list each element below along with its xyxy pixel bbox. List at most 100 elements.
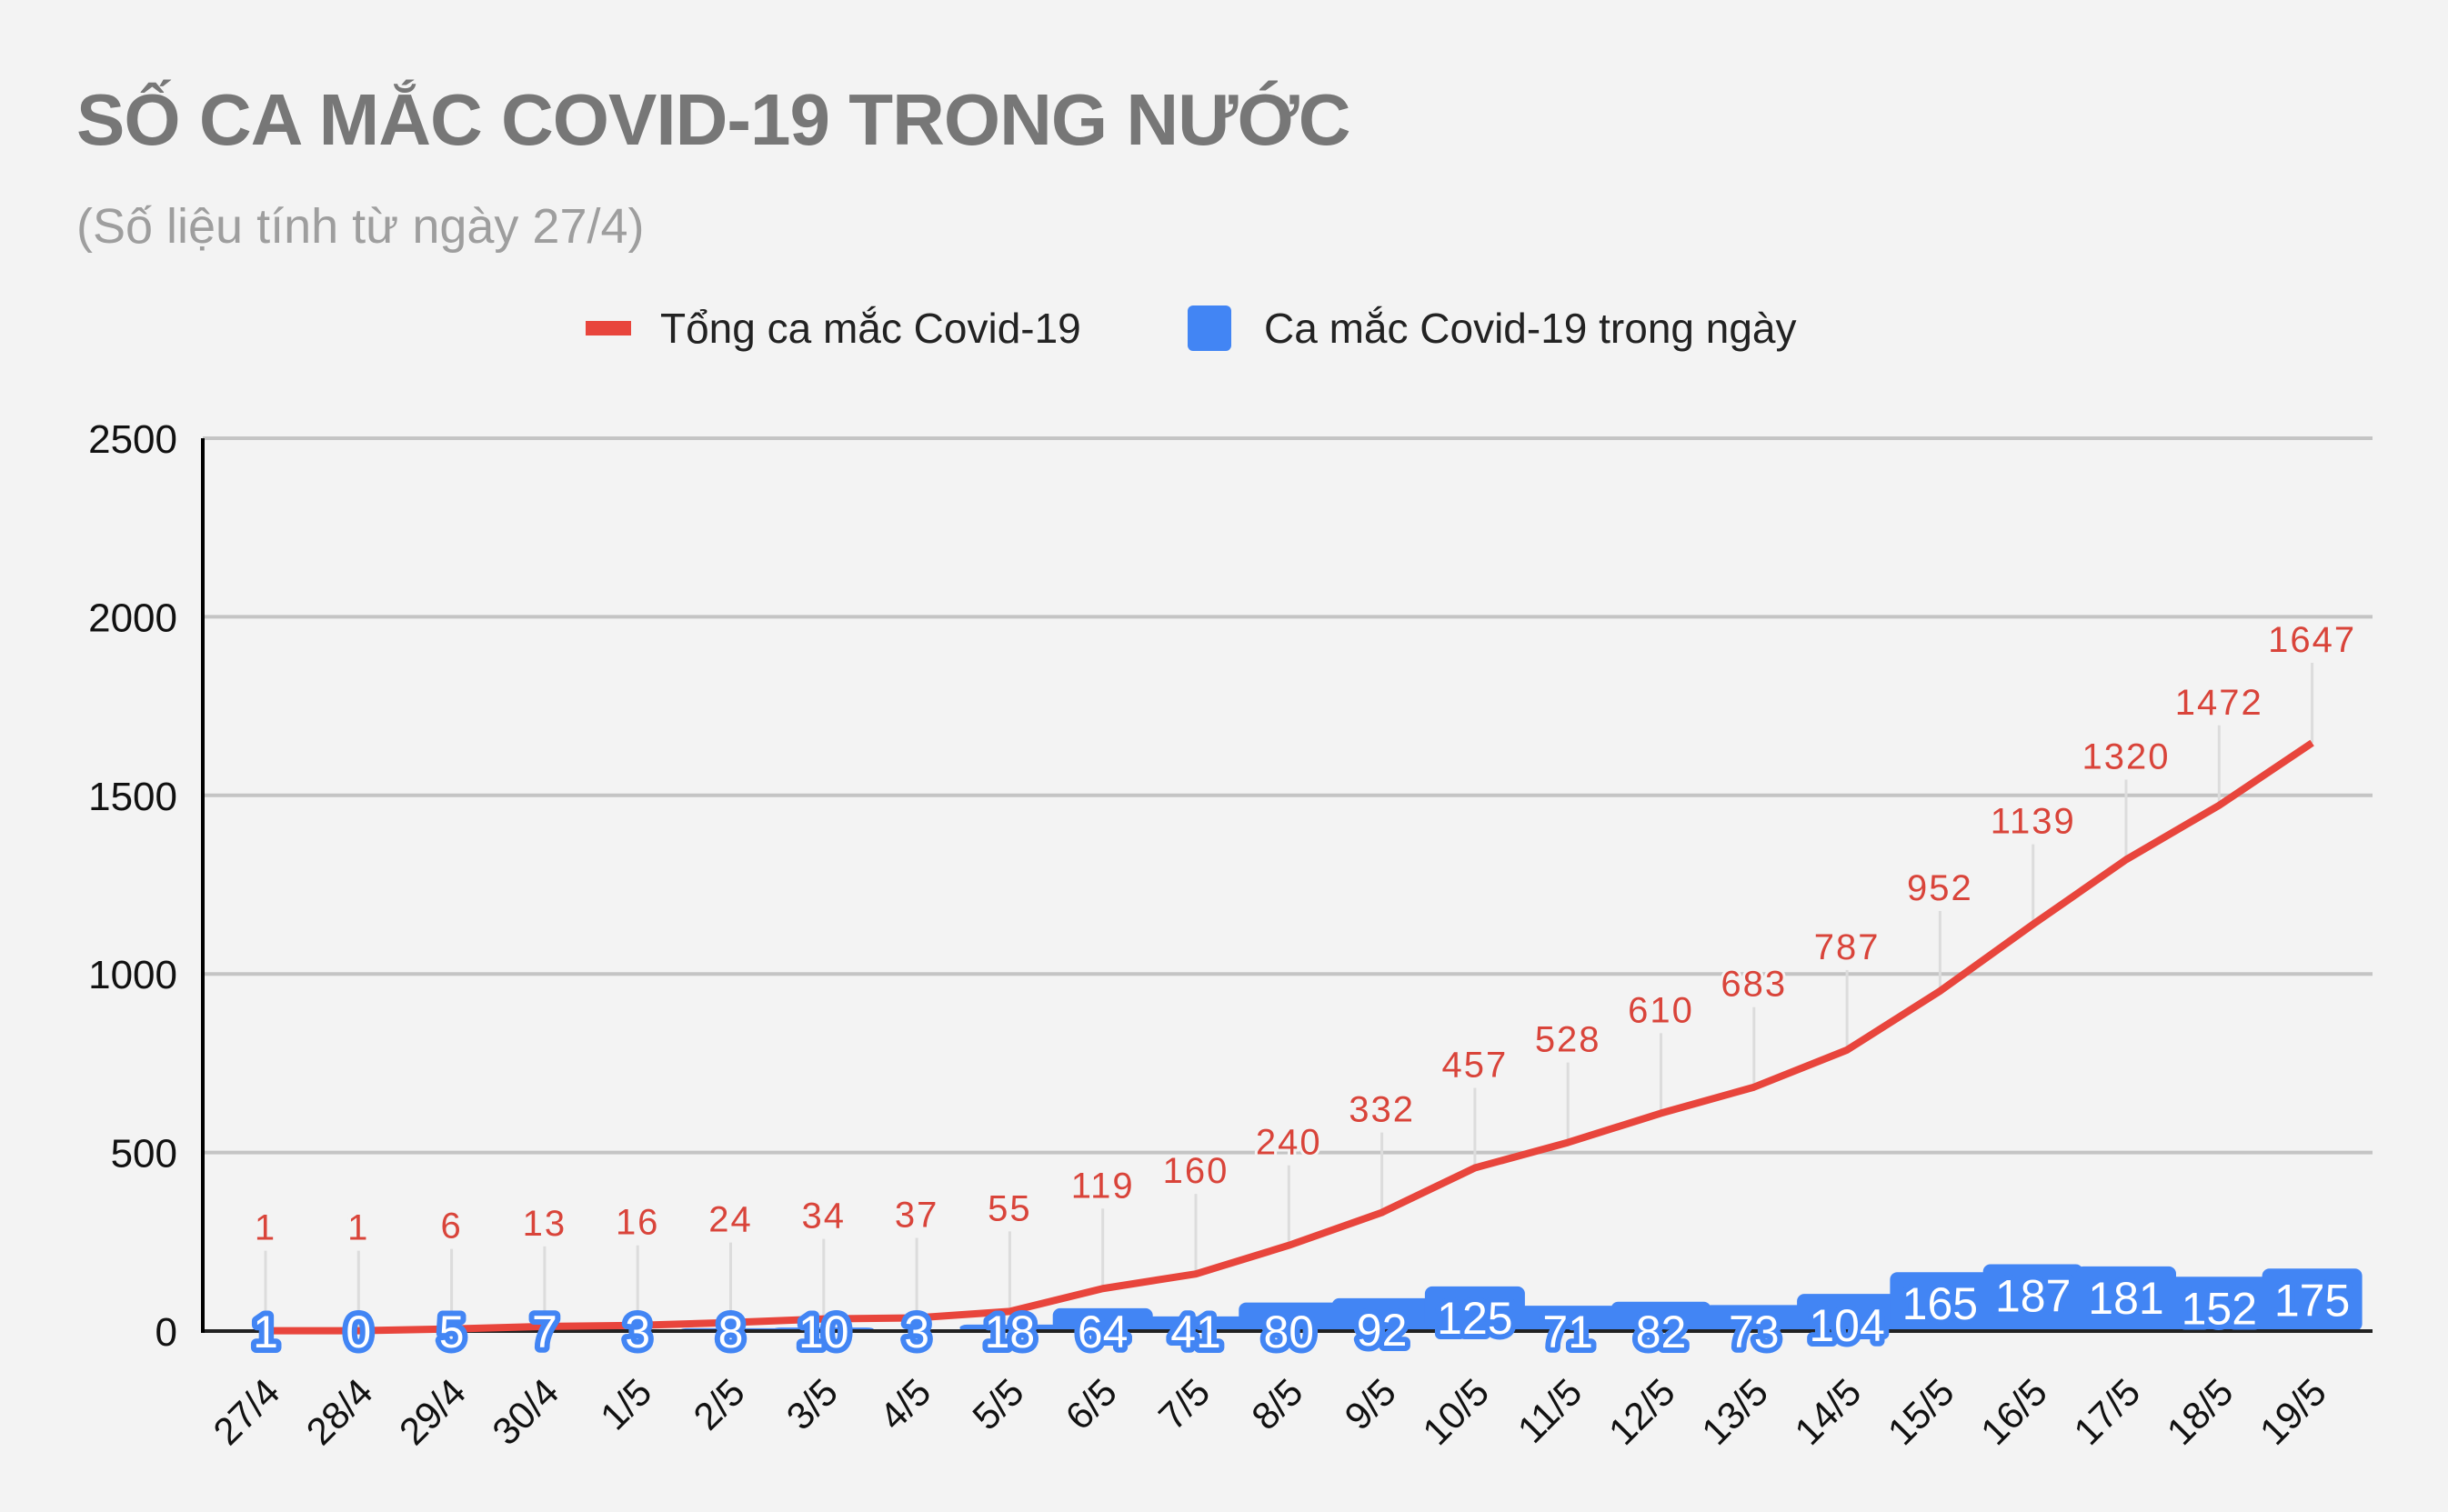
daily-data-label: 18 — [985, 1307, 1036, 1357]
legend-box-swatch-icon — [1188, 305, 1231, 351]
legend-item-total: Tổng ca mắc Covid-19 — [586, 304, 1081, 353]
legend-label-total: Tổng ca mắc Covid-19 — [660, 305, 1081, 352]
x-tick-label: 3/5 — [778, 1370, 847, 1438]
total-data-label: 1647 — [2268, 620, 2356, 660]
daily-data-label: 104 — [1809, 1300, 1884, 1351]
total-data-label: 952 — [1907, 868, 1973, 908]
total-data-label: 332 — [1349, 1090, 1415, 1130]
daily-data-label: 5 — [439, 1307, 465, 1357]
daily-bar — [1797, 1294, 1898, 1331]
daily-data-label: 181 — [2088, 1273, 2163, 1324]
x-tick-label: 2/5 — [685, 1370, 753, 1438]
total-data-label: 1320 — [2082, 737, 2171, 777]
legend-item-daily: Ca mắc Covid-19 trong ngày — [1188, 304, 1797, 353]
total-data-label: 1 — [255, 1208, 276, 1248]
y-tick-label: 2500 — [88, 417, 177, 462]
x-tick-label: 18/5 — [2159, 1370, 2242, 1453]
x-tick-label: 10/5 — [1414, 1370, 1497, 1453]
chart-subtitle: (Số liệu tính từ ngày 27/4) — [76, 199, 645, 254]
daily-data-label: 187 — [1995, 1271, 2071, 1322]
chart-title: SỐ CA MẮC COVID-19 TRONG NƯỚC — [76, 79, 1350, 160]
x-tick-label: 7/5 — [1150, 1370, 1219, 1438]
total-data-label: 34 — [802, 1197, 847, 1237]
daily-data-label: 8 — [718, 1307, 744, 1357]
daily-data-label: 152 — [2182, 1283, 2257, 1334]
daily-data-label: 0 — [346, 1307, 371, 1357]
daily-bar — [1703, 1305, 1804, 1331]
daily-bar — [1518, 1306, 1619, 1331]
legend-label-daily: Ca mắc Covid-19 trong ngày — [1264, 305, 1797, 352]
y-axis-ticks: 0 500 1000 1500 2000 2500 — [88, 417, 177, 1355]
x-tick-label: 29/4 — [391, 1370, 474, 1453]
x-tick-label: 30/4 — [484, 1370, 567, 1453]
legend-line-swatch-icon — [586, 321, 631, 335]
daily-data-label: 165 — [1902, 1278, 1978, 1329]
daily-bar — [2076, 1266, 2176, 1331]
total-data-label: 787 — [1814, 927, 1881, 967]
daily-data-label: 73 — [1729, 1307, 1780, 1357]
daily-bar — [2169, 1277, 2270, 1331]
y-tick-label: 1000 — [88, 953, 177, 997]
legend: Tổng ca mắc Covid-19 Ca mắc Covid-19 tro… — [0, 304, 2448, 358]
label-leader-lines — [264, 663, 2314, 1331]
total-data-label: 16 — [616, 1203, 660, 1243]
daily-data-label: 80 — [1263, 1307, 1314, 1357]
daily-bar — [1610, 1301, 1711, 1331]
daily-data-label: 82 — [1636, 1307, 1687, 1357]
x-tick-label: 27/4 — [205, 1370, 287, 1453]
x-tick-label: 4/5 — [871, 1370, 939, 1438]
total-data-label: 119 — [1071, 1166, 1135, 1206]
daily-data-label: 41 — [1170, 1307, 1221, 1357]
daily-bar — [1331, 1297, 1432, 1331]
x-tick-label: 9/5 — [1336, 1370, 1404, 1438]
daily-bar — [1239, 1302, 1339, 1331]
total-data-label: 55 — [988, 1188, 1032, 1228]
total-data-label: 37 — [895, 1195, 939, 1235]
total-data-label: 240 — [1256, 1123, 1322, 1163]
y-tick-label: 500 — [111, 1132, 177, 1177]
daily-data-label: 7 — [532, 1307, 557, 1357]
y-tick-label: 1500 — [88, 775, 177, 819]
daily-bar — [2262, 1268, 2363, 1331]
y-tick-label: 0 — [156, 1310, 177, 1355]
y-tick-label: 2000 — [88, 596, 177, 640]
total-data-label: 6 — [440, 1207, 462, 1247]
daily-bar — [1982, 1264, 2083, 1331]
total-data-label: 160 — [1163, 1151, 1229, 1191]
daily-bar — [1890, 1272, 1991, 1331]
daily-data-label: 3 — [625, 1307, 650, 1357]
total-data-label: 1 — [347, 1208, 369, 1248]
x-tick-label: 1/5 — [592, 1370, 660, 1438]
x-tick-label: 11/5 — [1510, 1370, 1590, 1451]
daily-data-label: 175 — [2274, 1275, 2350, 1326]
daily-data-label: 10 — [798, 1307, 849, 1357]
daily-data-label: 92 — [1357, 1305, 1408, 1356]
daily-bar — [1146, 1316, 1246, 1331]
daily-data-labels: 1 0 5 7 3 8 10 3 18 64 41 80 92 125 71 82 73 104 165 187 181… — [247, 1266, 2355, 1363]
gridlines — [203, 436, 2373, 1155]
daily-data-label: 71 — [1542, 1307, 1593, 1357]
x-tick-label: 16/5 — [1972, 1370, 2055, 1453]
daily-data-label: 1 — [253, 1307, 278, 1357]
x-axis-ticks: 27/4 28/4 29/4 30/4 1/5 2/5 3/5 4/5 5/5 6/5 7/5 8/5… — [205, 1370, 2334, 1453]
total-data-label: 24 — [708, 1200, 753, 1240]
daily-data-label: 125 — [1437, 1293, 1512, 1344]
total-data-label: 610 — [1628, 990, 1694, 1030]
x-tick-label: 19/5 — [2252, 1370, 2334, 1453]
x-tick-label: 13/5 — [1693, 1370, 1776, 1453]
x-tick-label: 14/5 — [1786, 1370, 1869, 1453]
total-data-label: 457 — [1442, 1045, 1509, 1085]
x-tick-label: 5/5 — [964, 1370, 1032, 1438]
x-tick-label: 6/5 — [1058, 1370, 1126, 1438]
total-data-label: 1472 — [2175, 683, 2263, 723]
total-data-label: 683 — [1721, 965, 1787, 1005]
total-data-label: 1139 — [1991, 802, 2076, 842]
x-tick-label: 28/4 — [298, 1370, 381, 1453]
x-tick-label: 8/5 — [1243, 1370, 1311, 1438]
total-cases-line — [266, 739, 2314, 1335]
x-tick-label: 15/5 — [1880, 1370, 1962, 1453]
total-data-label: 528 — [1535, 1020, 1601, 1060]
x-tick-label: 12/5 — [1600, 1370, 1683, 1453]
